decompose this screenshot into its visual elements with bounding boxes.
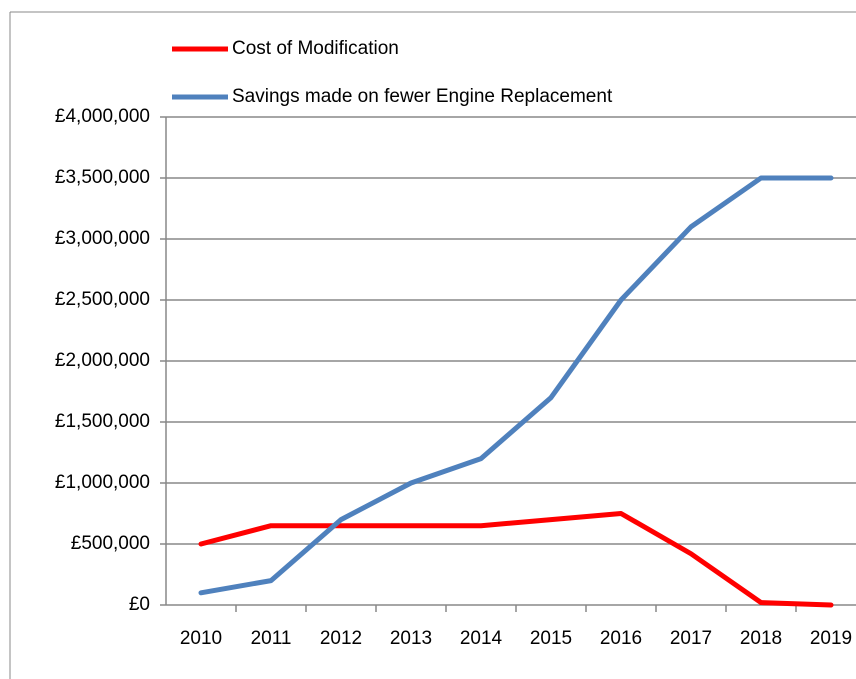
x-tick-label: 2011 <box>251 628 292 649</box>
x-tick-label: 2015 <box>530 628 572 649</box>
x-tick-label: 2012 <box>320 628 362 649</box>
y-tick-label: £2,500,000 <box>55 289 150 310</box>
y-tick-label: £1,500,000 <box>55 411 150 432</box>
series-line <box>198 175 834 596</box>
x-tick-label: 2018 <box>740 628 782 649</box>
y-tick-label: £2,000,000 <box>55 350 150 371</box>
y-tick-label: £3,000,000 <box>55 228 150 249</box>
x-tick-label: 2014 <box>460 628 503 649</box>
y-tick-label: £1,000,000 <box>55 472 150 493</box>
legend-label: Cost of Modification <box>232 38 399 59</box>
x-tick-label: 2013 <box>390 628 432 649</box>
x-tick-label: 2017 <box>670 628 712 649</box>
y-tick-label: £500,000 <box>71 533 150 554</box>
legend-label: Savings made on fewer Engine Replacement <box>232 86 613 107</box>
series-line <box>198 511 834 608</box>
y-tick-label: £3,500,000 <box>55 167 150 188</box>
y-tick-label: £4,000,000 <box>55 106 150 127</box>
x-tick-label: 2016 <box>600 628 642 649</box>
x-tick-label: 2019 <box>810 628 852 649</box>
y-tick-label: £0 <box>129 594 150 615</box>
x-tick-label: 2010 <box>180 628 222 649</box>
